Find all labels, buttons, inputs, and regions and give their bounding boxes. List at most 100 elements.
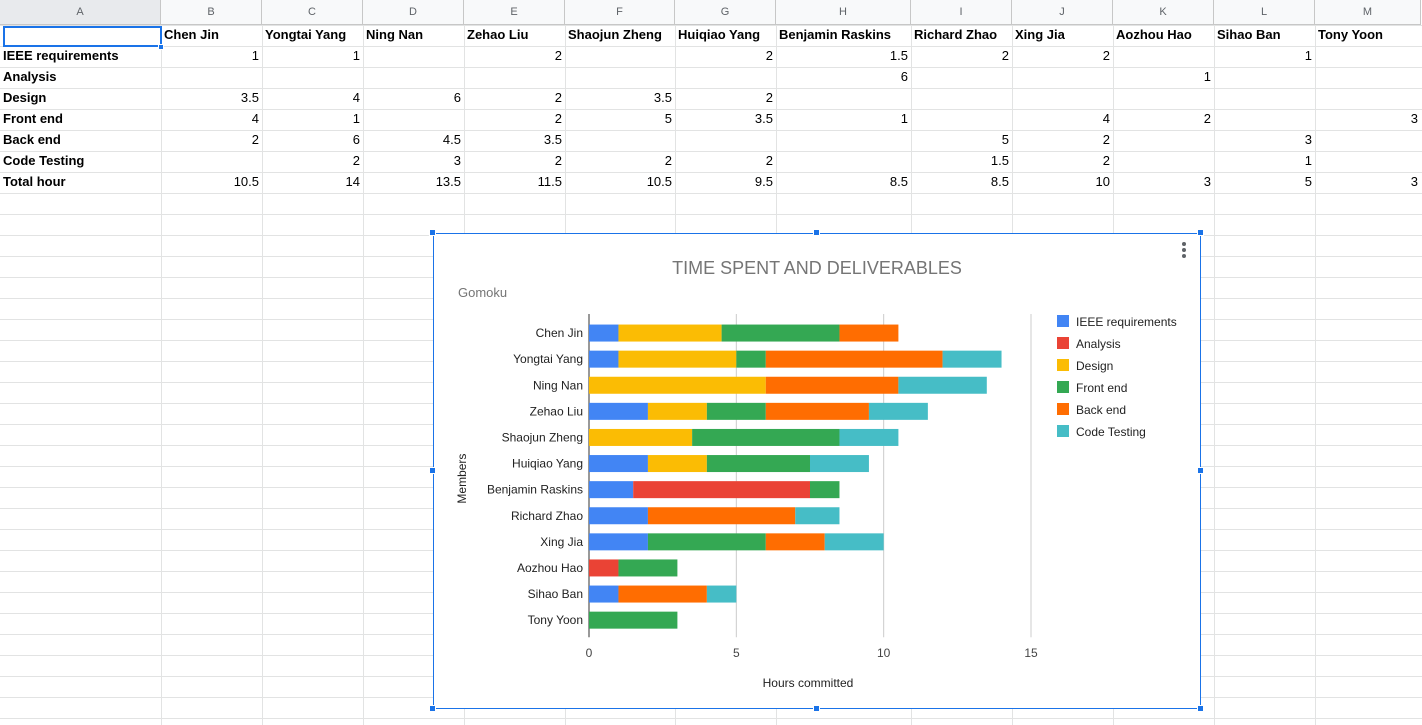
hours-cell[interactable] [464, 67, 565, 88]
hours-cell[interactable]: 1 [352, 48, 360, 63]
hours-cell[interactable] [1012, 88, 1113, 109]
hours-cell[interactable]: 1.5 [990, 153, 1009, 168]
hours-cell[interactable]: 1 [1203, 69, 1211, 84]
hours-cell[interactable] [911, 109, 1012, 130]
row-label-cell[interactable]: Back end [3, 132, 61, 147]
hours-cell[interactable] [911, 88, 1012, 109]
hours-cell[interactable] [675, 67, 776, 88]
hours-cell[interactable]: 10 [1095, 174, 1110, 189]
hours-cell[interactable]: 9.5 [754, 174, 773, 189]
hours-cell[interactable] [161, 151, 262, 172]
hours-cell[interactable] [776, 130, 911, 151]
hours-cell[interactable]: 2 [664, 153, 672, 168]
hours-cell[interactable]: 2 [554, 153, 562, 168]
column-header-f[interactable]: F [565, 0, 675, 25]
hours-cell[interactable]: 3.5 [543, 132, 562, 147]
hours-cell[interactable] [565, 130, 675, 151]
member-header-cell[interactable]: Zehao Liu [467, 27, 529, 42]
column-header-b[interactable]: B [161, 0, 262, 25]
row-label-cell[interactable]: IEEE requirements [3, 48, 119, 63]
column-header-e[interactable]: E [464, 0, 565, 25]
hours-cell[interactable]: 3.5 [754, 111, 773, 126]
column-header-m[interactable]: M [1315, 0, 1421, 25]
hours-cell[interactable]: 6 [453, 90, 461, 105]
hours-cell[interactable] [1315, 151, 1421, 172]
hours-cell[interactable] [1214, 67, 1315, 88]
hours-cell[interactable]: 1 [1304, 48, 1312, 63]
hours-cell[interactable] [1113, 151, 1214, 172]
hours-cell[interactable]: 2 [251, 132, 259, 147]
hours-cell[interactable]: 2 [1102, 48, 1110, 63]
hours-cell[interactable]: 1 [352, 111, 360, 126]
column-header-j[interactable]: J [1012, 0, 1113, 25]
member-header-cell[interactable]: Benjamin Raskins [779, 27, 891, 42]
hours-cell[interactable]: 13.5 [435, 174, 461, 189]
hours-cell[interactable] [1012, 67, 1113, 88]
hours-cell[interactable] [1315, 46, 1421, 67]
hours-cell[interactable] [1315, 67, 1421, 88]
resize-handle[interactable] [1197, 229, 1204, 236]
hours-cell[interactable]: 3 [1410, 174, 1418, 189]
hours-cell[interactable]: 2 [765, 153, 773, 168]
member-header-cell[interactable]: Shaojun Zheng [568, 27, 662, 42]
hours-cell[interactable]: 2 [1102, 153, 1110, 168]
row-label-cell[interactable]: Code Testing [3, 153, 85, 168]
member-header-cell[interactable]: Huiqiao Yang [678, 27, 761, 42]
hours-cell[interactable]: 2 [765, 90, 773, 105]
hours-cell[interactable] [1214, 109, 1315, 130]
row-label-cell[interactable]: Design [3, 90, 47, 105]
hours-cell[interactable] [1214, 88, 1315, 109]
hours-cell[interactable]: 4 [251, 111, 259, 126]
hours-cell[interactable]: 3.5 [240, 90, 259, 105]
hours-cell[interactable]: 10.5 [646, 174, 672, 189]
hours-cell[interactable] [776, 151, 911, 172]
member-header-cell[interactable]: Richard Zhao [914, 27, 998, 42]
member-header-cell[interactable]: Tony Yoon [1318, 27, 1383, 42]
hours-cell[interactable]: 8.5 [889, 174, 908, 189]
hours-cell[interactable]: 5 [1304, 174, 1312, 189]
member-header-cell[interactable]: Sihao Ban [1217, 27, 1281, 42]
column-header-l[interactable]: L [1214, 0, 1315, 25]
hours-cell[interactable] [363, 67, 464, 88]
hours-cell[interactable]: 1 [1304, 153, 1312, 168]
hours-cell[interactable]: 2 [1102, 132, 1110, 147]
hours-cell[interactable]: 2 [554, 111, 562, 126]
hours-cell[interactable]: 6 [900, 69, 908, 84]
hours-cell[interactable]: 2 [554, 48, 562, 63]
member-header-cell[interactable]: Chen Jin [164, 27, 219, 42]
resize-handle[interactable] [813, 229, 820, 236]
hours-cell[interactable]: 3 [1203, 174, 1211, 189]
resize-handle[interactable] [429, 229, 436, 236]
resize-handle[interactable] [1197, 467, 1204, 474]
hours-cell[interactable]: 14 [345, 174, 360, 189]
member-header-cell[interactable]: Aozhou Hao [1116, 27, 1192, 42]
row-label-cell[interactable]: Total hour [3, 174, 66, 189]
hours-cell[interactable]: 2 [352, 153, 360, 168]
hours-cell[interactable]: 1 [900, 111, 908, 126]
hours-cell[interactable] [1315, 88, 1421, 109]
member-header-cell[interactable]: Xing Jia [1015, 27, 1065, 42]
column-header-i[interactable]: I [911, 0, 1012, 25]
cell-a1[interactable] [0, 25, 161, 46]
hours-cell[interactable]: 11.5 [537, 174, 562, 189]
hours-cell[interactable] [1113, 46, 1214, 67]
hours-cell[interactable]: 1.5 [889, 48, 908, 63]
chart-container[interactable]: TIME SPENT AND DELIVERABLES Gomoku 0 5 10 15 C… [429, 229, 1204, 712]
hours-cell[interactable] [565, 67, 675, 88]
hours-cell[interactable]: 5 [664, 111, 672, 126]
hours-cell[interactable]: 2 [765, 48, 773, 63]
member-header-cell[interactable]: Ning Nan [366, 27, 424, 42]
column-header-k[interactable]: K [1113, 0, 1214, 25]
hours-cell[interactable]: 8.5 [990, 174, 1009, 189]
member-header-cell[interactable]: Yongtai Yang [265, 27, 347, 42]
hours-cell[interactable]: 3 [453, 153, 461, 168]
hours-cell[interactable] [776, 88, 911, 109]
fill-handle[interactable] [158, 44, 164, 50]
hours-cell[interactable]: 2 [1203, 111, 1211, 126]
hours-cell[interactable] [911, 67, 1012, 88]
column-header-h[interactable]: H [776, 0, 911, 25]
hours-cell[interactable]: 10.5 [233, 174, 259, 189]
hours-cell[interactable]: 5 [1001, 132, 1009, 147]
hours-cell[interactable]: 4 [352, 90, 360, 105]
column-header-c[interactable]: C [262, 0, 363, 25]
